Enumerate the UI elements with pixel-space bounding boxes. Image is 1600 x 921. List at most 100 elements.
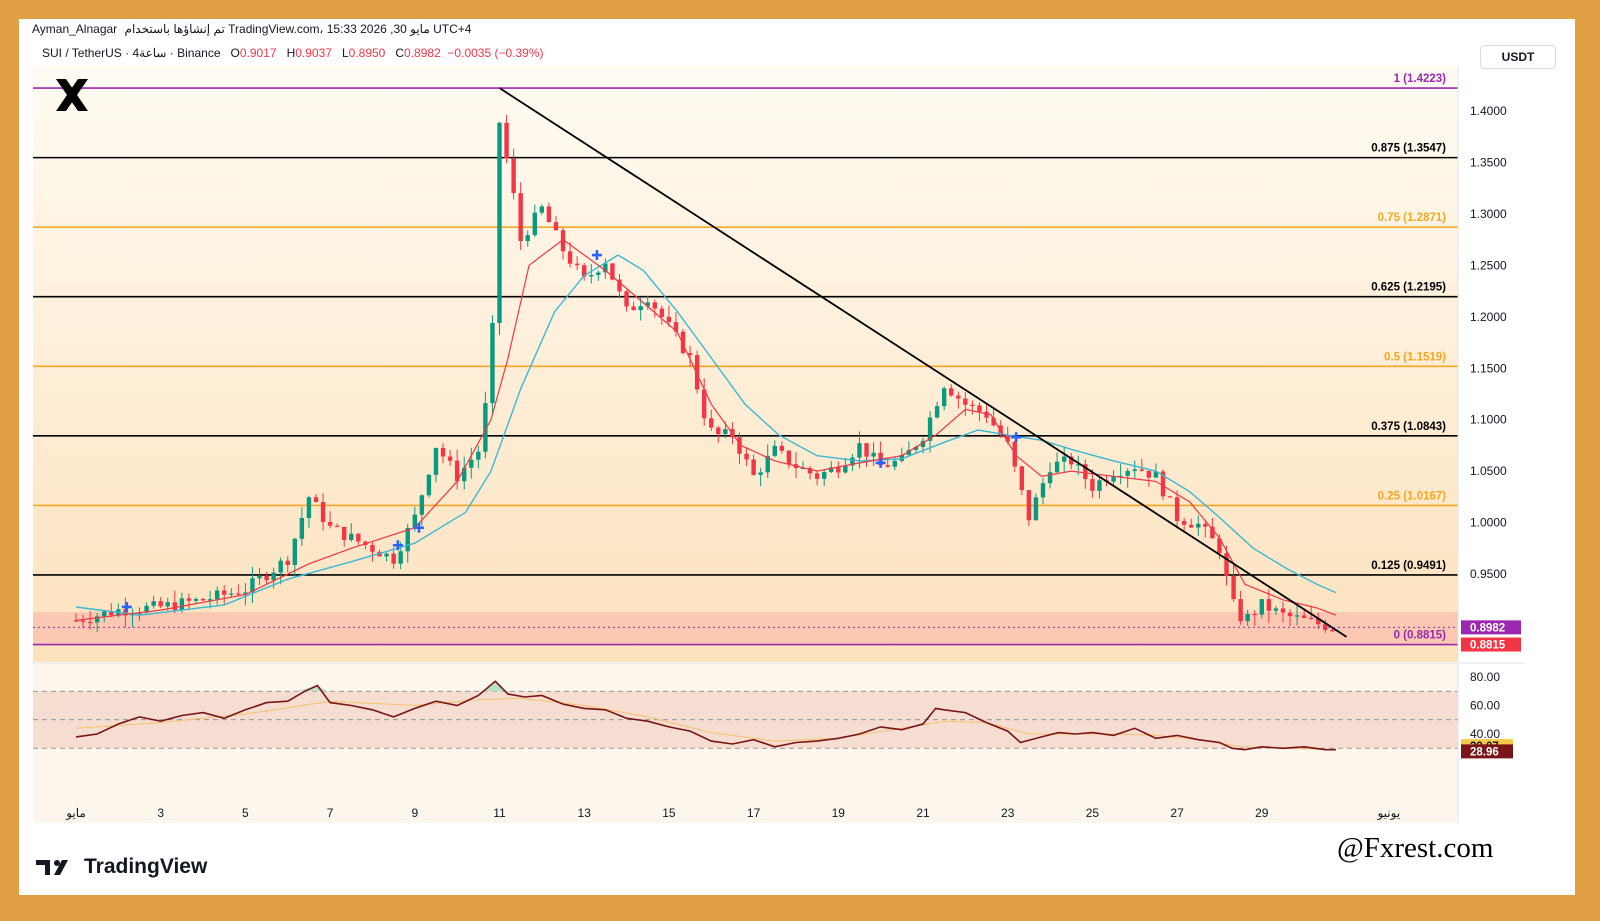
candle-body — [73, 620, 79, 622]
cross-marker — [121, 601, 132, 612]
high-label: H — [286, 46, 296, 60]
candle-body — [207, 599, 213, 601]
candle-body — [631, 306, 636, 311]
change-value: −0.0035 (−0.39%) — [447, 46, 544, 60]
candle-body — [102, 611, 107, 617]
candle-body — [1287, 612, 1293, 617]
candle-body — [850, 457, 855, 466]
candle-body — [1083, 464, 1088, 480]
candle-body — [1132, 469, 1137, 471]
quote-currency-button[interactable]: USDT — [1480, 45, 1556, 69]
candle-body — [1005, 435, 1010, 442]
open-label: O — [230, 46, 240, 60]
candle-body — [94, 616, 100, 623]
candle-body — [1266, 599, 1272, 611]
candle-body — [257, 575, 262, 579]
candle-body — [871, 452, 876, 457]
candle-body — [144, 605, 149, 613]
candle-body — [744, 453, 749, 460]
candle-body — [737, 437, 742, 454]
candle-body — [991, 417, 996, 426]
fib-label-0-5: 0.5 (1.1519) — [1384, 351, 1446, 363]
candle-body — [1273, 608, 1279, 611]
candle-body — [539, 206, 545, 213]
moving-average-slow — [75, 254, 1337, 616]
candle-body — [292, 538, 298, 566]
candle-body — [814, 473, 820, 479]
candle-body — [87, 621, 93, 624]
x-tick-label: 15 — [662, 806, 676, 820]
brand-label: TradingView — [84, 855, 208, 878]
x-tick-label: 3 — [157, 806, 164, 820]
candle-body — [1146, 470, 1152, 478]
candle-body — [1181, 520, 1187, 525]
candle-body — [560, 230, 566, 252]
candle-body — [546, 206, 552, 223]
cross-marker — [414, 522, 425, 533]
candle-body — [786, 450, 792, 465]
candle-body — [462, 467, 467, 482]
candle-body — [193, 598, 199, 601]
candle-body — [165, 602, 170, 607]
candle-body — [970, 404, 975, 406]
candle-body — [532, 212, 537, 236]
x-logo-icon — [56, 79, 88, 111]
watermark-handle: @Fxrest.com — [1337, 832, 1494, 864]
candle-body — [334, 525, 340, 527]
candle-body — [1330, 630, 1335, 632]
support-zone — [33, 612, 1458, 645]
fib-label-0-375: 0.375 (1.0843) — [1371, 421, 1446, 433]
candle-body — [666, 316, 672, 323]
candle-body — [483, 403, 488, 452]
candle-body — [836, 467, 841, 473]
candle-body — [1076, 464, 1081, 466]
candle-body — [574, 263, 580, 266]
candle-body — [751, 459, 756, 475]
y-tick-label: 1.4000 — [1470, 104, 1507, 118]
candle-body — [109, 611, 114, 616]
candle-body — [716, 427, 721, 435]
cross-marker — [1011, 432, 1022, 443]
candle-body — [151, 601, 156, 606]
low-label: L — [341, 46, 349, 60]
fib-label-0-125: 0.125 (0.9491) — [1371, 560, 1446, 572]
candle-body — [490, 322, 495, 404]
candle-body — [1252, 613, 1257, 616]
candle-body — [476, 451, 481, 460]
candle-body — [271, 572, 276, 581]
x-tick-label: 27 — [1170, 806, 1184, 820]
candle-body — [603, 263, 608, 273]
symbol-legend[interactable]: SUI / TetherUS · 4ساعة · Binance O0.9017… — [42, 46, 544, 60]
candle-body — [469, 459, 474, 468]
cross-marker — [591, 250, 602, 261]
candle-body — [264, 575, 269, 581]
candle-body — [906, 449, 912, 456]
candle-body — [306, 497, 312, 519]
rsi-tick-label: 60.00 — [1470, 699, 1500, 713]
candle-body — [1309, 617, 1314, 620]
candle-body — [158, 601, 163, 607]
candle-body — [652, 302, 657, 309]
candle-body — [497, 122, 502, 323]
candle-body — [1026, 490, 1032, 521]
candle-body — [857, 443, 862, 458]
fib-label-0-75: 0.75 (1.2871) — [1378, 212, 1447, 224]
candle-body — [342, 526, 347, 541]
candle-body — [1203, 523, 1208, 527]
publish-info: تم إنشاؤها باستخدام TradingView.com، 15:… — [124, 22, 472, 36]
candle-body — [511, 158, 516, 194]
candle-body — [1245, 613, 1250, 622]
candle-body — [596, 272, 601, 275]
fib-label-0: 0 (0.8815) — [1394, 630, 1447, 642]
candle-body — [800, 467, 806, 470]
close-value: 0.8982 — [404, 46, 441, 60]
tradingview-brand[interactable]: TradingView — [36, 855, 207, 879]
candle-body — [1153, 471, 1159, 478]
candle-body — [687, 353, 693, 356]
cross-marker — [875, 457, 886, 468]
candle-body — [1189, 524, 1194, 528]
candle-body — [567, 251, 573, 264]
symbol-name: SUI / TetherUS · 4ساعة · Binance — [42, 46, 221, 60]
candle-body — [172, 602, 178, 611]
